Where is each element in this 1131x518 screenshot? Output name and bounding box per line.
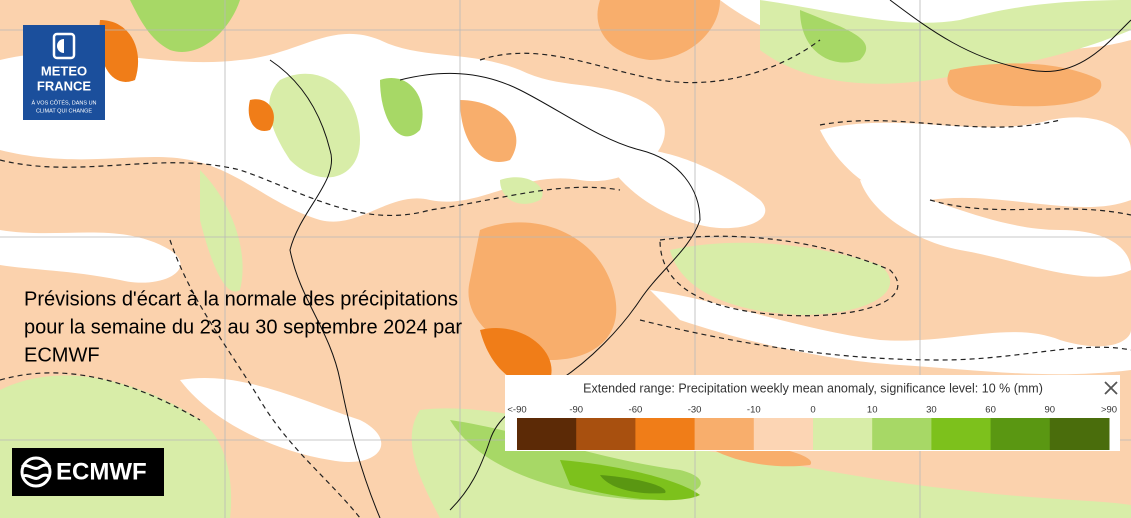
logo-icon [57, 39, 64, 53]
caption-line: Prévisions d'écart à la normale des préc… [24, 288, 458, 310]
legend-swatch [990, 418, 1051, 450]
dry-areas [99, 0, 1102, 467]
caption-line: pour la semaine du 23 au 30 septembre 20… [24, 316, 462, 338]
legend-label: -90 [569, 405, 583, 416]
coastline [269, 0, 1131, 518]
logo-icon [52, 32, 76, 60]
logo-icon [20, 456, 52, 488]
legend-swatch [753, 418, 814, 450]
legend-swatch [813, 418, 873, 450]
legend-swatch [635, 418, 696, 450]
legend-label: -60 [629, 405, 643, 416]
logo-background [12, 448, 164, 496]
close-icon[interactable] [1104, 381, 1118, 395]
legend-label: 0 [810, 405, 815, 416]
legend-label: 30 [926, 405, 937, 416]
legend: Extended range: Precipitation weekly mea… [505, 375, 1120, 451]
close-button[interactable] [1104, 381, 1118, 395]
logo-tagline: À VOS CÔTÉS, DANS UN [31, 99, 96, 106]
legend-swatch [694, 418, 755, 450]
ecmwf-logo: ECMWF [12, 448, 164, 496]
legend-label: <-90 [507, 405, 526, 416]
legend-label: 90 [1045, 405, 1056, 416]
legend-swatch [517, 418, 577, 450]
legend-swatch [872, 418, 932, 450]
logo-line: METEO [41, 63, 87, 78]
legend-label: 60 [985, 405, 996, 416]
legend-label: -10 [747, 405, 761, 416]
caption: Prévisions d'écart à la normale des préc… [24, 288, 462, 366]
legend-label: >90 [1101, 405, 1117, 416]
meteo-france-logo: METEO FRANCE À VOS CÔTÉS, DANS UN CLIMAT… [23, 25, 105, 120]
caption-line: ECMWF [24, 344, 100, 366]
legend-swatch [1049, 418, 1110, 450]
legend-label: 10 [867, 405, 878, 416]
logo-text: ECMWF [56, 458, 147, 485]
legend-swatch [576, 418, 636, 450]
legend-label: -30 [688, 405, 702, 416]
significance-contours [0, 39, 1131, 518]
legend-swatch [931, 418, 992, 450]
legend-title: Extended range: Precipitation weekly mea… [583, 381, 1043, 395]
logo-line: FRANCE [37, 78, 91, 93]
logo-tagline: CLIMAT QUI CHANGE [36, 108, 92, 114]
